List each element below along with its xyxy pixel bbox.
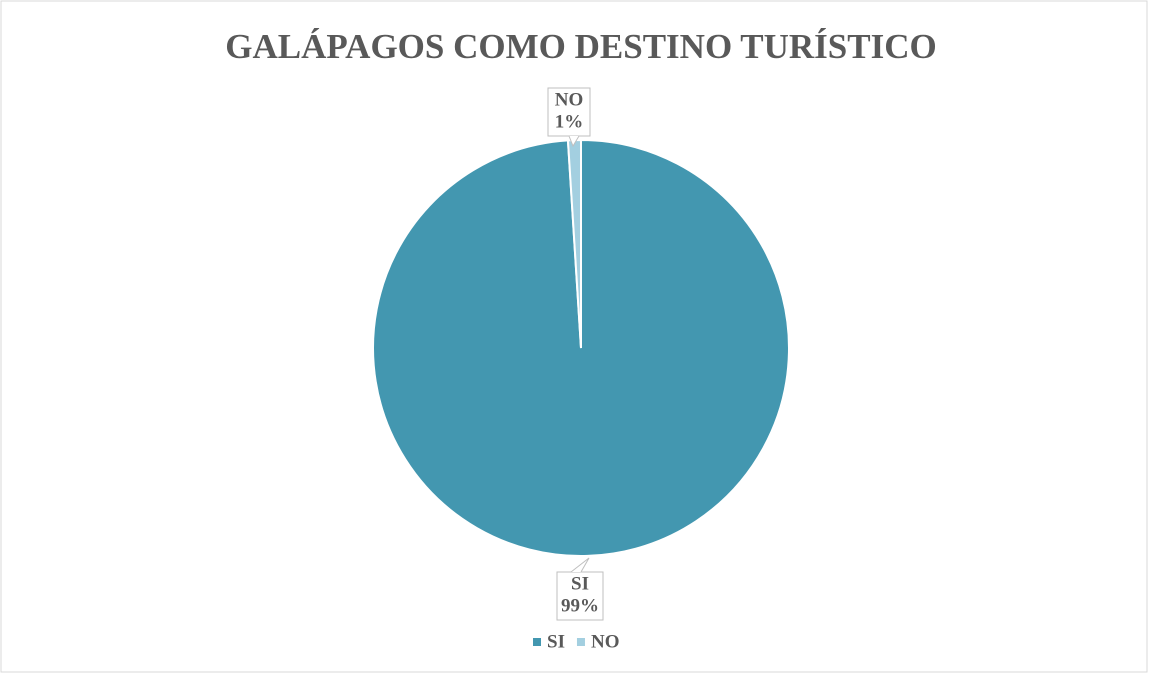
legend-swatch (533, 638, 541, 646)
data-label: 1% (555, 111, 584, 132)
label-pointer (570, 557, 590, 573)
data-label-name: NO (555, 89, 584, 110)
label-box (556, 571, 604, 621)
chart-title: GALÁPAGOS COMO DESTINO TURÍSTICO (225, 27, 936, 66)
label-pointer (568, 135, 580, 148)
legend-label: SI (547, 631, 565, 652)
label-box (547, 87, 591, 137)
data-label-name: SI (571, 573, 589, 594)
data-label: 99% (561, 595, 599, 616)
legend-label: NO (591, 631, 620, 652)
legend-swatch (576, 638, 585, 646)
